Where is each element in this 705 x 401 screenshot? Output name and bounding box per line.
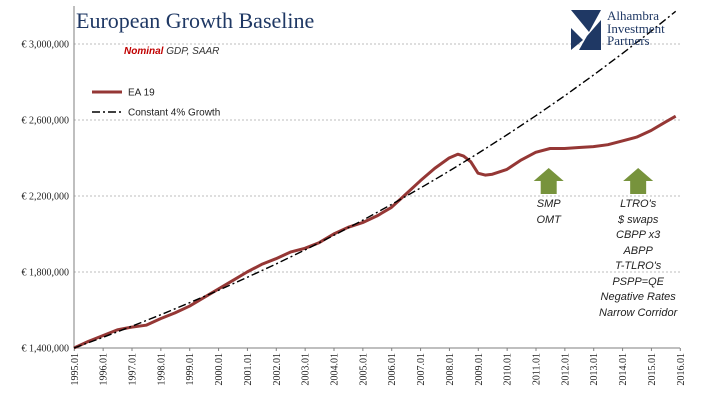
x-tick-label: 2004.01 <box>330 353 341 386</box>
smp-annotation-arrow-icon <box>533 168 564 194</box>
annotation-arrows <box>533 168 654 194</box>
x-tick-label: 2002.01 <box>272 353 283 386</box>
y-tick-label: € 1,400,000 <box>22 344 70 355</box>
chart-title: European Growth Baseline <box>76 8 315 33</box>
logo-mark-icon <box>571 10 601 50</box>
annotation-line: Negative Rates <box>600 291 676 303</box>
logo-line-1: Alhambra <box>607 8 659 23</box>
x-tick-label: 2006.01 <box>387 353 398 386</box>
logo-line-2: Investment <box>607 20 665 36</box>
x-tick-label: 2014.01 <box>618 353 629 386</box>
logo-line-3: Partners <box>607 33 650 48</box>
series-layer <box>73 10 677 350</box>
x-tick-label: 2010.01 <box>503 353 514 386</box>
x-tick-label: 1998.01 <box>156 353 167 386</box>
x-tick-label: 2016.01 <box>676 353 687 386</box>
y-tick-label: € 2,200,000 <box>22 192 70 203</box>
x-tick-label: 1995.01 <box>70 353 81 386</box>
annotation-line: CBPP x3 <box>616 229 661 241</box>
legend-label-growth: Constant 4% Growth <box>128 108 220 119</box>
x-tick-label: 2008.01 <box>445 353 456 386</box>
legend-label-ea19: EA 19 <box>128 88 155 99</box>
annotation-line: LTRO's <box>620 198 657 210</box>
annotation-line: ABPP <box>623 244 653 257</box>
x-tick-label: 1996.01 <box>99 353 110 386</box>
x-tick-label: 2001.01 <box>243 353 254 386</box>
x-tick-label: 2005.01 <box>358 353 369 386</box>
x-tick-label: 2007.01 <box>416 353 427 386</box>
x-tick-label: 2009.01 <box>474 353 485 386</box>
annotation-line: T-TLRO's <box>615 260 662 272</box>
annotation-line: PSPP=QE <box>612 275 664 288</box>
subtitle-highlight: Nominal <box>124 46 164 57</box>
annotation-line: OMT <box>536 213 561 226</box>
smp-annotation: SMP OMT <box>499 197 599 228</box>
alhambra-logo: Alhambra Investment Partners <box>569 8 705 54</box>
subtitle-rest: GDP, SAAR <box>166 46 220 57</box>
x-tick-label: 1999.01 <box>185 353 196 386</box>
x-tick-label: 1997.01 <box>128 353 139 386</box>
ltro-annotation: LTRO's $ swaps CBPP x3 ABPP T-TLRO's PSPP=QE N… <box>588 197 688 321</box>
x-tick-label: 2012.01 <box>560 353 571 386</box>
annotation-line: Narrow Corridor <box>599 306 678 319</box>
ltro-annotation-arrow-icon <box>623 168 654 194</box>
y-tick-label: € 1,800,000 <box>22 268 70 279</box>
x-tick-label: 2000.01 <box>214 353 225 386</box>
gridlines <box>74 43 680 273</box>
annotation-line: $ swaps <box>617 213 659 226</box>
x-tick-label: 2015.01 <box>647 353 658 386</box>
annotation-line: SMP <box>536 198 561 210</box>
y-tick-label: € 3,000,000 <box>22 40 70 51</box>
x-tick-label: 2011.01 <box>532 353 543 385</box>
logo-text: Alhambra Investment Partners <box>607 8 665 48</box>
x-tick-label: 2013.01 <box>589 353 600 386</box>
y-tick-label: € 2,600,000 <box>22 116 70 127</box>
legend: EA 19 Constant 4% Growth <box>92 88 220 119</box>
constant-growth-line <box>73 10 677 349</box>
chart-subtitle: Nominal GDP, SAAR <box>124 46 219 57</box>
axes: € 1,400,000 € 1,800,000 € 2,200,000 € 2,600… <box>22 6 687 386</box>
x-tick-label: 2003.01 <box>301 353 312 386</box>
